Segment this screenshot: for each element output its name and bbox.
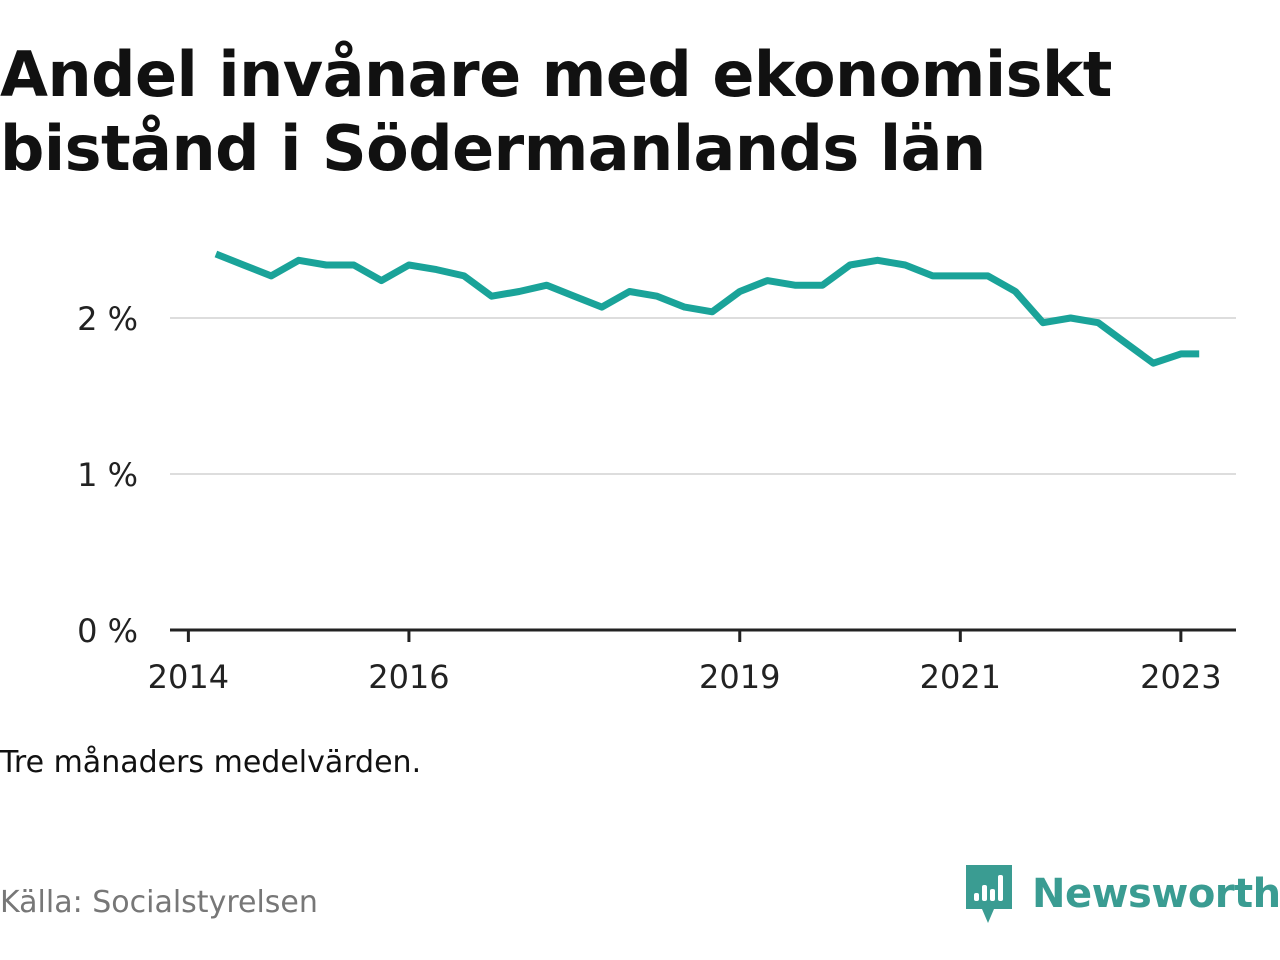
chart-title: Andel invånare med ekonomiskt bistånd i … (0, 38, 1112, 185)
y-tick-label: 1 % (77, 456, 138, 494)
y-tick-label: 2 % (77, 300, 138, 338)
grid-lines (170, 317, 1236, 475)
series-line (214, 250, 1200, 367)
x-tick-label: 2021 (920, 658, 1001, 696)
newsworthy-logo-icon (966, 865, 1012, 923)
x-tick-label: 2019 (699, 658, 780, 696)
x-axis-ticks: 2014 2016 2019 2021 2023 (148, 630, 1222, 696)
x-tick-label: 2016 (368, 658, 449, 696)
chart-note: Tre månaders medelvärden. (0, 745, 422, 780)
line-chart: 0 % 1 % 2 % 2014 2016 2019 2021 2023 (77, 250, 1236, 696)
x-tick-label: 2014 (148, 658, 229, 696)
brand-name: Newsworthy (1032, 871, 1280, 917)
y-tick-label: 0 % (77, 612, 138, 650)
series-layer (214, 250, 1200, 367)
source-credit: Källa: Socialstyrelsen (0, 885, 318, 920)
newsworthy-brand: Newsworthy (964, 862, 1280, 926)
x-tick-label: 2023 (1140, 658, 1221, 696)
y-axis-tick-labels: 0 % 1 % 2 % (77, 300, 138, 650)
